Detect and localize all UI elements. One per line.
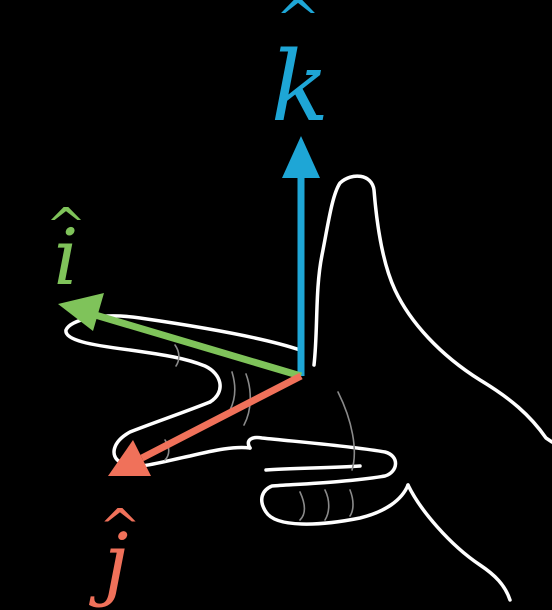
knuckle-outline xyxy=(264,464,362,472)
vector-k-arrowhead xyxy=(282,136,320,178)
crease-1 xyxy=(229,371,236,411)
label-k-letter: k xyxy=(271,31,329,143)
palm-lower-outline xyxy=(406,483,512,602)
vector-i xyxy=(58,293,302,380)
hand-creases xyxy=(164,344,356,521)
crease-5 xyxy=(324,489,330,521)
label-i-hat: ^ xyxy=(46,198,86,254)
vector-k xyxy=(282,136,320,376)
vector-j xyxy=(108,372,303,476)
thumb-and-back-outline xyxy=(312,174,552,444)
crease-6 xyxy=(349,489,354,517)
label-k: ^ k xyxy=(271,0,329,143)
index-finger-outline xyxy=(64,314,302,404)
label-i: ^ i xyxy=(46,198,86,303)
crease-4 xyxy=(299,491,306,521)
vector-i-arrowhead xyxy=(58,293,104,331)
label-j: ^ j xyxy=(89,498,141,609)
hand-outline xyxy=(64,174,552,602)
label-j-letter: j xyxy=(89,516,129,609)
vector-j-arrowhead xyxy=(108,440,151,476)
crease-7 xyxy=(174,344,180,367)
vector-j-shaft xyxy=(140,372,303,462)
crease-3 xyxy=(337,391,356,471)
curled-fingers-outline xyxy=(246,435,410,526)
label-k-hat: ^ xyxy=(275,0,320,51)
label-j-hat: ^ xyxy=(99,498,141,556)
label-i-letter: i xyxy=(54,213,79,303)
vector-i-shaft xyxy=(91,310,302,380)
